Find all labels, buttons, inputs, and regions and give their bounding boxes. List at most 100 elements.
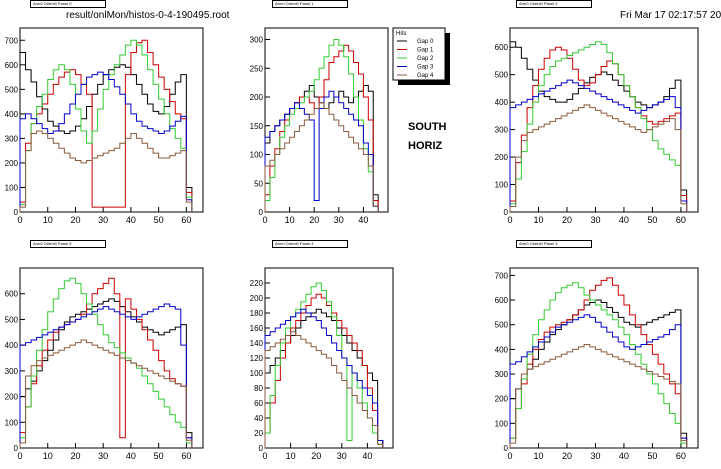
x-tick-label-0-3: 30 bbox=[98, 215, 108, 225]
y-tick-label-1-0: 0 bbox=[259, 208, 264, 217]
x-tick-label-3-5: 50 bbox=[154, 451, 164, 461]
x-tick-label-2-5: 50 bbox=[647, 215, 657, 225]
y-tick-label-3-6: 600 bbox=[5, 290, 19, 299]
y-tick-label-2-0: 0 bbox=[504, 208, 509, 217]
legend-box bbox=[392, 27, 446, 81]
series-line-0-1 bbox=[19, 39, 193, 212]
series-line-5-1 bbox=[509, 277, 688, 448]
series-line-4-4 bbox=[264, 331, 384, 448]
y-tick-label-0-5: 500 bbox=[5, 85, 19, 94]
series-line-2-1 bbox=[509, 46, 688, 212]
y-tick-label-3-3: 300 bbox=[5, 367, 19, 376]
y-tick-label-1-3: 150 bbox=[250, 122, 264, 131]
y-tick-label-2-4: 400 bbox=[495, 98, 509, 107]
y-tick-label-4-7: 140 bbox=[250, 339, 264, 348]
x-tick-label-5-2: 20 bbox=[562, 451, 572, 461]
x-tick-label-0-5: 50 bbox=[154, 215, 164, 225]
x-tick-label-2-0: 0 bbox=[507, 215, 512, 225]
series-line-2-4 bbox=[509, 104, 688, 212]
y-tick-label-4-9: 180 bbox=[250, 309, 264, 318]
x-tick-label-5-6: 60 bbox=[676, 451, 686, 461]
y-tick-label-2-3: 300 bbox=[495, 126, 509, 135]
series-line-0-0 bbox=[19, 52, 193, 212]
y-tick-label-4-10: 200 bbox=[250, 294, 264, 303]
x-tick-label-0-1: 10 bbox=[43, 215, 53, 225]
legend-entry-4: Gap 4 bbox=[417, 73, 434, 79]
y-tick-label-0-6: 600 bbox=[5, 61, 19, 70]
y-tick-label-4-2: 40 bbox=[254, 414, 263, 423]
series-line-3-0 bbox=[19, 298, 193, 448]
y-tick-label-0-7: 700 bbox=[5, 36, 19, 45]
series-line-2-2 bbox=[509, 41, 688, 212]
x-tick-label-2-3: 30 bbox=[590, 215, 600, 225]
y-tick-label-3-5: 500 bbox=[5, 315, 19, 324]
panel-title-5: Arm0 Orient0 Panel 3 bbox=[516, 240, 592, 248]
y-tick-label-3-1: 100 bbox=[5, 418, 19, 427]
detector-label-south: SOUTH bbox=[408, 121, 447, 133]
series-line-5-3 bbox=[509, 314, 688, 448]
y-tick-label-5-5: 500 bbox=[495, 321, 509, 330]
legend-entry-0: Gap 0 bbox=[417, 39, 434, 45]
x-tick-label-4-4: 40 bbox=[362, 451, 372, 461]
y-tick-label-4-6: 120 bbox=[250, 354, 264, 363]
x-tick-label-2-2: 20 bbox=[562, 215, 572, 225]
x-tick-label-4-2: 20 bbox=[311, 451, 321, 461]
x-tick-label-1-4: 40 bbox=[358, 215, 368, 225]
series-line-4-1 bbox=[264, 293, 384, 448]
y-tick-label-1-2: 100 bbox=[250, 151, 264, 160]
legend-title: Hits bbox=[396, 31, 406, 37]
legend-entry-1: Gap 1 bbox=[417, 48, 434, 54]
y-tick-label-0-1: 100 bbox=[5, 183, 19, 192]
series-line-0-2 bbox=[19, 39, 193, 212]
x-tick-label-5-5: 50 bbox=[647, 451, 657, 461]
x-tick-label-3-1: 10 bbox=[43, 451, 53, 461]
y-tick-label-2-1: 100 bbox=[495, 181, 509, 190]
series-line-5-2 bbox=[509, 282, 688, 448]
plot-frame-1 bbox=[264, 27, 389, 213]
y-tick-label-1-1: 50 bbox=[254, 179, 263, 188]
y-tick-label-5-6: 600 bbox=[495, 296, 509, 305]
y-tick-label-1-4: 200 bbox=[250, 93, 264, 102]
x-tick-label-5-4: 40 bbox=[619, 451, 629, 461]
y-tick-label-4-5: 100 bbox=[250, 369, 264, 378]
y-tick-label-4-11: 220 bbox=[250, 279, 264, 288]
x-tick-label-3-0: 0 bbox=[17, 451, 22, 461]
x-tick-label-3-3: 30 bbox=[98, 451, 108, 461]
x-tick-label-5-0: 0 bbox=[507, 451, 512, 461]
x-tick-label-1-3: 30 bbox=[334, 215, 344, 225]
y-tick-label-4-3: 60 bbox=[254, 399, 263, 408]
y-tick-label-4-0: 0 bbox=[259, 444, 264, 453]
series-line-4-3 bbox=[264, 308, 384, 448]
y-tick-label-5-0: 0 bbox=[504, 444, 509, 453]
panel-title-2: Arm0 Orient0 Panel 2 bbox=[516, 0, 592, 8]
series-line-1-4 bbox=[264, 102, 379, 212]
y-tick-label-5-4: 400 bbox=[495, 345, 509, 354]
y-tick-label-3-2: 200 bbox=[5, 393, 19, 402]
series-line-3-1 bbox=[19, 277, 193, 448]
y-tick-label-4-4: 80 bbox=[254, 384, 263, 393]
x-tick-label-3-2: 20 bbox=[70, 451, 80, 461]
x-tick-label-0-2: 20 bbox=[70, 215, 80, 225]
detector-label-horiz: HORIZ bbox=[408, 140, 443, 152]
y-tick-label-2-2: 200 bbox=[495, 153, 509, 162]
series-line-3-4 bbox=[19, 339, 193, 448]
x-tick-label-4-3: 30 bbox=[337, 451, 347, 461]
panel-title-4: Arm0 Orient0 Panel 4 bbox=[272, 240, 348, 248]
legend-entry-3: Gap 3 bbox=[417, 65, 434, 71]
file-path-label: result/onlMon/histos-0-4-190495.root bbox=[66, 10, 230, 21]
series-line-4-0 bbox=[264, 308, 384, 448]
y-tick-label-5-3: 300 bbox=[495, 370, 509, 379]
y-tick-label-5-2: 200 bbox=[495, 395, 509, 404]
x-tick-label-4-1: 10 bbox=[286, 451, 296, 461]
x-tick-label-0-6: 60 bbox=[181, 215, 191, 225]
x-tick-label-3-6: 60 bbox=[181, 451, 191, 461]
y-tick-label-4-8: 160 bbox=[250, 324, 264, 333]
series-line-2-0 bbox=[509, 41, 688, 212]
x-tick-label-4-0: 0 bbox=[262, 451, 267, 461]
y-tick-label-2-6: 600 bbox=[495, 43, 509, 52]
panel-title-3: Arm0 Orient0 Panel 5 bbox=[30, 240, 106, 248]
x-tick-label-5-1: 10 bbox=[533, 451, 543, 461]
y-tick-label-3-4: 400 bbox=[5, 341, 19, 350]
y-tick-label-0-3: 300 bbox=[5, 134, 19, 143]
y-tick-label-1-6: 300 bbox=[250, 36, 264, 45]
